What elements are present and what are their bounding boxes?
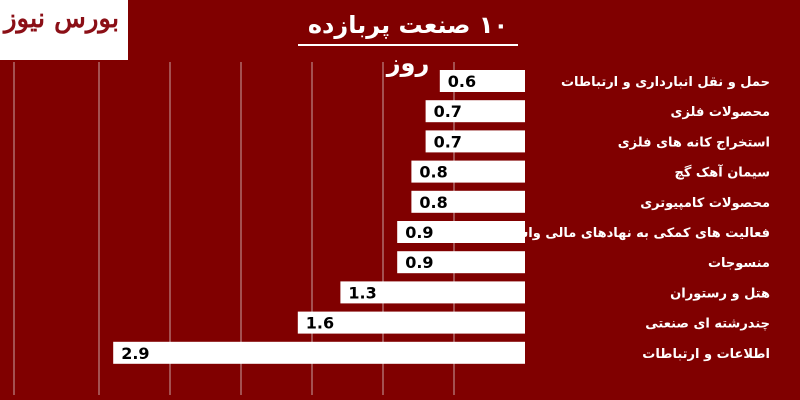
bar-10: [113, 341, 525, 364]
data-label-4: 0.8: [419, 163, 447, 182]
category-label-10: اطلاعات و ارتباطات: [642, 347, 770, 362]
bar-9: [297, 311, 525, 334]
chart-title-box: ۱۰ صنعت پربازده روز: [298, 6, 518, 77]
category-label-6: فعالیت های کمکی به نهادهای مالی واسط: [502, 226, 770, 241]
logo-text: بورس نیوز: [4, 4, 120, 34]
data-label-10: 2.9: [121, 344, 149, 363]
data-label-2: 0.7: [434, 102, 462, 121]
data-label-3: 0.7: [434, 132, 462, 151]
category-label-8: هتل و رستوران: [670, 286, 770, 301]
category-label-1: حمل و نقل انبارداری و ارتباطات: [561, 75, 770, 90]
category-label-7: منسوجات: [708, 256, 770, 271]
chart-title: ۱۰ صنعت پربازده روز: [307, 11, 509, 77]
category-label-9: چندرشته ای صنعتی: [645, 317, 770, 332]
category-label-4: سیمان آهک گچ: [674, 164, 770, 181]
data-label-1: 0.6: [448, 72, 476, 91]
data-label-8: 1.3: [348, 283, 376, 302]
data-label-6: 0.9: [405, 223, 433, 242]
category-label-5: محصولات کامپیوتری: [640, 196, 770, 211]
bar-5: [411, 190, 525, 213]
bar-3: [425, 130, 525, 153]
bar-8: [340, 281, 525, 304]
bar-4: [411, 160, 525, 183]
bar-6: [397, 221, 525, 243]
bar-7: [397, 251, 525, 274]
logo: بورس نیوز: [0, 0, 128, 60]
category-label-3: استخراج کانه های فلزی: [618, 135, 770, 150]
category-label-2: محصولات فلزی: [671, 105, 770, 120]
data-label-5: 0.8: [419, 193, 447, 212]
data-label-7: 0.9: [405, 253, 433, 272]
bar-2: [425, 100, 525, 123]
data-label-9: 1.6: [306, 314, 334, 333]
bar-1: [439, 70, 525, 92]
